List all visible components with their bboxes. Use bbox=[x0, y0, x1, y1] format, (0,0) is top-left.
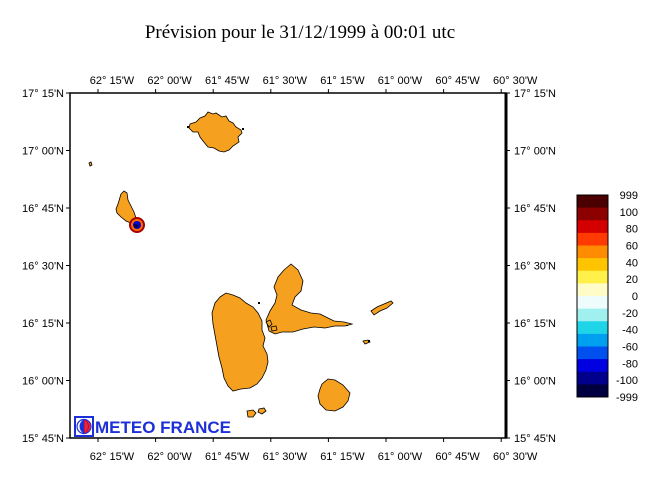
longitude-labels-bottom: 62° 15'W 62° 00'W 61° 45'W 61° 30'W 61° 15'W… bbox=[90, 451, 538, 463]
longitude-label: 61° 00'W bbox=[378, 75, 423, 87]
colorbar-swatch bbox=[577, 296, 608, 310]
latitude-label: 16° 15'N bbox=[22, 318, 64, 330]
coastal-specks bbox=[187, 126, 370, 342]
colorbar-swatch bbox=[577, 232, 608, 246]
colorbar-label: 100 bbox=[620, 207, 638, 219]
latitude-label: 16° 30'N bbox=[22, 261, 64, 273]
colorbar-swatch bbox=[577, 283, 608, 297]
longitude-label: 61° 15'W bbox=[320, 451, 365, 463]
latitude-label: 16° 45'N bbox=[22, 203, 64, 215]
colorbar-swatch bbox=[577, 384, 608, 398]
colorbar-swatches bbox=[577, 195, 608, 398]
longitude-label: 60° 30'W bbox=[493, 75, 538, 87]
island-antigua bbox=[188, 111, 243, 153]
colorbar-label: -999 bbox=[616, 392, 638, 404]
colorbar-label: 60 bbox=[626, 241, 638, 253]
latitude-label: 16° 15'N bbox=[514, 318, 556, 330]
colorbar-swatch bbox=[577, 359, 608, 373]
latitude-label: 16° 45'N bbox=[514, 203, 556, 215]
colorbar-swatch bbox=[577, 245, 608, 259]
latitude-label: 16° 30'N bbox=[514, 261, 556, 273]
island-la-desirade bbox=[370, 300, 394, 316]
longitude-label: 60° 45'W bbox=[435, 451, 480, 463]
latitude-label: 15° 45'N bbox=[514, 433, 556, 445]
longitude-label: 61° 45'W bbox=[205, 451, 250, 463]
longitude-label: 61° 30'W bbox=[263, 75, 308, 87]
colorbar-swatch bbox=[577, 333, 608, 347]
colorbar-swatch bbox=[577, 308, 608, 322]
longitude-label: 62° 00'W bbox=[147, 451, 192, 463]
colorbar-swatch bbox=[577, 220, 608, 234]
latitude-label: 16° 00'N bbox=[514, 376, 556, 388]
longitude-label: 60° 45'W bbox=[435, 75, 480, 87]
latitude-label: 17° 15'N bbox=[514, 88, 556, 100]
colorbar-label: 0 bbox=[632, 291, 638, 303]
colorbar-swatch bbox=[577, 371, 608, 385]
colorbar-swatch bbox=[577, 321, 608, 335]
colorbar: 999 100 80 60 40 20 0 -20 -40 -60 -80 -100 -999 bbox=[576, 190, 638, 404]
axis-ticks bbox=[66, 89, 510, 442]
colorbar-label: 80 bbox=[626, 224, 638, 236]
latitude-label: 17° 00'N bbox=[22, 146, 64, 158]
island-redonda bbox=[88, 161, 93, 167]
island-grande-terre bbox=[265, 263, 354, 335]
map-frame bbox=[69, 92, 507, 439]
colorbar-swatch bbox=[577, 195, 608, 209]
longitude-label: 62° 15'W bbox=[90, 451, 135, 463]
colorbar-swatch bbox=[577, 270, 608, 284]
longitude-label: 62° 15'W bbox=[90, 75, 135, 87]
latitude-labels-left: 17° 15'N 17° 00'N 16° 45'N 16° 30'N 16° 15'N… bbox=[22, 88, 64, 445]
latitude-label: 16° 00'N bbox=[22, 376, 64, 388]
logo-text: METEO FRANCE bbox=[95, 418, 231, 437]
colorbar-labels: 999 100 80 60 40 20 0 -20 -40 -60 -80 -100 -999 bbox=[616, 190, 638, 404]
colorbar-label: -40 bbox=[622, 325, 638, 337]
montserrat-hotspot bbox=[129, 217, 145, 233]
colorbar-label: 40 bbox=[626, 257, 638, 269]
colorbar-label: 999 bbox=[620, 190, 638, 202]
longitude-label: 61° 30'W bbox=[263, 451, 308, 463]
longitude-label: 62° 00'W bbox=[147, 75, 192, 87]
colorbar-label: -20 bbox=[622, 308, 638, 320]
colorbar-swatch bbox=[577, 258, 608, 272]
longitude-label: 60° 30'W bbox=[493, 451, 538, 463]
islands bbox=[88, 111, 394, 418]
colorbar-label: -80 bbox=[622, 358, 638, 370]
colorbar-swatch bbox=[577, 346, 608, 360]
longitude-labels-top: 62° 15'W 62° 00'W 61° 45'W 61° 30'W 61° 15'W… bbox=[90, 75, 538, 87]
colorbar-swatch bbox=[577, 207, 608, 221]
colorbar-label: -60 bbox=[622, 342, 638, 354]
latitude-label: 17° 15'N bbox=[22, 88, 64, 100]
island-basse-terre bbox=[211, 292, 269, 392]
colorbar-label: -100 bbox=[616, 375, 638, 387]
map-title: Prévision pour le 31/12/1999 à 00:01 utc bbox=[144, 22, 456, 43]
longitude-label: 61° 15'W bbox=[320, 75, 365, 87]
latitude-label: 15° 45'N bbox=[22, 433, 64, 445]
latitude-label: 17° 00'N bbox=[514, 146, 556, 158]
latitude-labels-right: 17° 15'N 17° 00'N 16° 45'N 16° 30'N 16° 15'N… bbox=[514, 88, 556, 445]
island-marie-galante bbox=[317, 378, 351, 412]
colorbar-label: 20 bbox=[626, 274, 638, 286]
island-les-saintes bbox=[246, 409, 257, 418]
meteo-france-logo: METEO FRANCE bbox=[74, 416, 231, 437]
longitude-label: 61° 00'W bbox=[378, 451, 423, 463]
longitude-label: 61° 45'W bbox=[205, 75, 250, 87]
